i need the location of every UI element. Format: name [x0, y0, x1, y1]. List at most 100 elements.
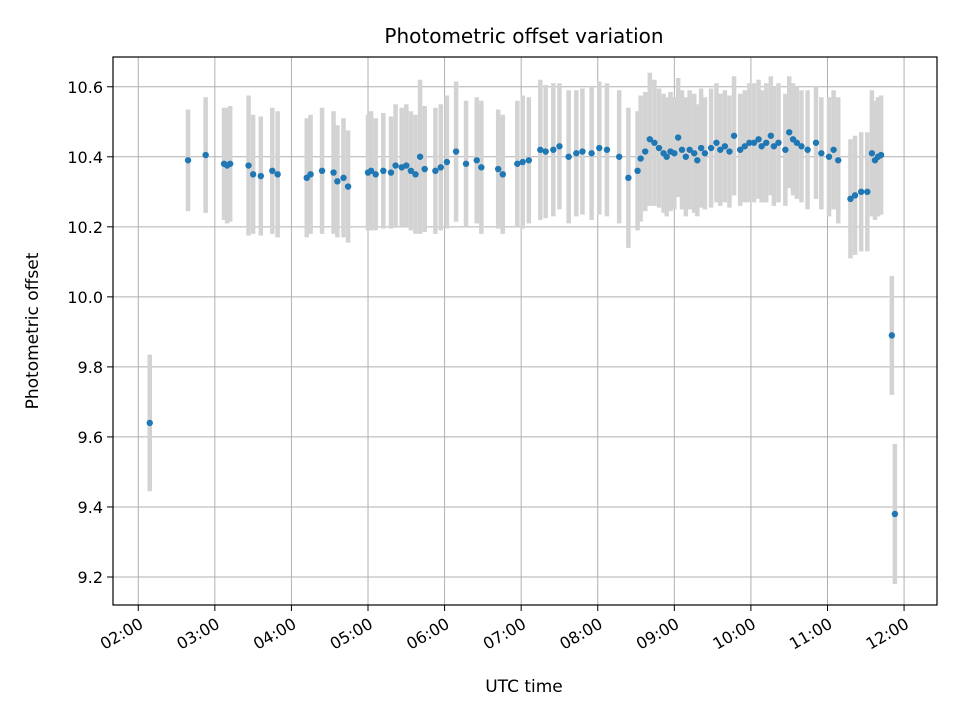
data-point	[249, 171, 257, 178]
data-point	[674, 134, 682, 141]
data-point	[330, 169, 337, 176]
data-point	[478, 164, 485, 171]
data-point	[678, 146, 686, 153]
data-point	[694, 157, 701, 164]
data-point	[864, 188, 871, 196]
data-point	[857, 188, 865, 196]
data-point	[651, 139, 658, 146]
point-layer	[146, 129, 899, 518]
data-point	[519, 158, 526, 166]
data-point	[877, 151, 885, 159]
data-point	[367, 167, 375, 175]
data-point	[579, 148, 586, 155]
data-point	[588, 150, 595, 157]
data-point	[786, 129, 793, 136]
data-point	[758, 143, 765, 150]
data-point	[818, 150, 825, 157]
data-point	[525, 157, 533, 164]
data-point	[655, 144, 663, 152]
data-point	[686, 146, 693, 153]
data-point	[701, 150, 709, 157]
data-point	[851, 192, 859, 199]
y-axis-title: Photometric offset	[23, 252, 43, 409]
data-point	[625, 174, 632, 182]
plot-frame	[112, 56, 938, 606]
data-point	[697, 144, 705, 152]
data-point	[730, 132, 738, 139]
data-point	[550, 146, 557, 153]
data-point	[494, 165, 502, 173]
data-point	[726, 148, 733, 155]
data-point	[537, 146, 544, 153]
data-point	[782, 146, 789, 153]
y-tick-label: 9.8	[78, 358, 103, 377]
data-point	[452, 148, 460, 155]
y-tick-label: 9.4	[78, 498, 103, 517]
chart-title: Photometric offset variation	[384, 24, 663, 48]
data-point	[146, 419, 153, 427]
data-point	[499, 171, 506, 178]
data-point	[775, 139, 782, 146]
data-point	[707, 144, 715, 152]
data-point	[340, 174, 347, 182]
data-point	[634, 167, 641, 175]
data-point	[269, 167, 276, 175]
data-point	[596, 144, 603, 152]
data-point	[721, 143, 729, 150]
data-point	[372, 171, 379, 178]
data-point	[184, 157, 192, 164]
y-tick-label: 10.0	[67, 288, 103, 307]
y-tick-label: 9.2	[78, 568, 103, 587]
data-point	[412, 171, 419, 178]
data-point	[202, 151, 209, 159]
data-point	[663, 153, 670, 160]
data-point	[462, 160, 470, 167]
data-point	[835, 157, 842, 164]
data-point	[812, 139, 820, 146]
data-point	[334, 178, 341, 185]
data-point	[514, 160, 521, 167]
data-point	[713, 139, 720, 146]
data-point	[437, 164, 444, 171]
data-point	[344, 183, 352, 190]
data-point	[615, 153, 623, 160]
data-point	[736, 146, 744, 153]
data-point	[798, 143, 805, 150]
data-point	[416, 153, 424, 160]
data-point	[407, 167, 415, 175]
data-point	[767, 132, 775, 139]
y-tick-label: 10.4	[67, 148, 103, 167]
y-tick-label: 10.2	[67, 218, 103, 237]
data-point	[274, 171, 281, 178]
data-point	[868, 150, 876, 157]
data-point	[642, 148, 649, 155]
data-point	[603, 146, 611, 153]
data-point	[770, 143, 778, 150]
data-point	[717, 146, 724, 153]
data-point	[825, 153, 833, 160]
x-axis-title: UTC time	[485, 677, 563, 697]
y-tick-label: 9.6	[78, 428, 103, 447]
data-point	[318, 167, 326, 175]
data-point	[257, 172, 264, 180]
y-tick-label: 10.6	[67, 78, 103, 97]
data-point	[891, 510, 899, 518]
data-point	[691, 150, 698, 157]
data-point	[746, 139, 753, 146]
data-point	[392, 162, 399, 169]
data-point	[380, 167, 387, 175]
data-point	[403, 162, 410, 169]
data-point	[750, 139, 758, 146]
data-point	[245, 162, 252, 169]
data-point	[573, 150, 580, 157]
data-point	[307, 171, 314, 178]
data-point	[888, 332, 896, 339]
data-point	[473, 157, 480, 164]
data-point	[646, 136, 654, 143]
data-point	[755, 136, 762, 143]
data-point	[682, 153, 690, 160]
data-point	[443, 158, 451, 166]
data-point	[432, 167, 439, 175]
data-point	[793, 139, 801, 146]
